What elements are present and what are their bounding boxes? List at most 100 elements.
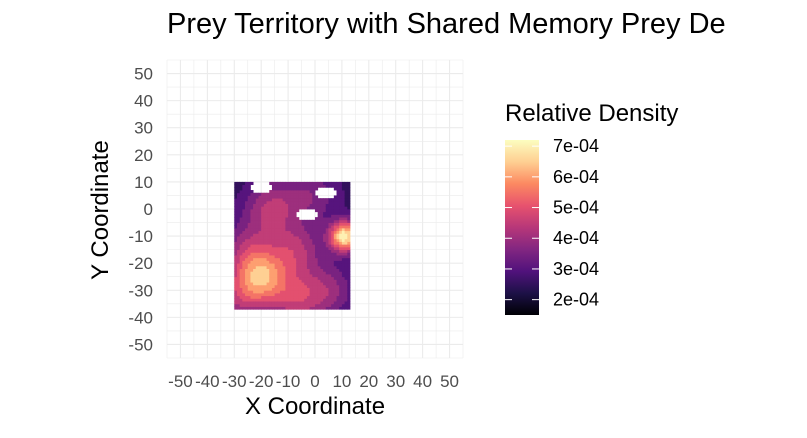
density-cell <box>242 257 246 261</box>
density-cell <box>344 181 348 186</box>
density-cell <box>245 184 249 188</box>
density-cell <box>331 200 335 204</box>
density-cell <box>304 233 308 237</box>
density-cell <box>301 276 305 280</box>
density-cell <box>331 249 335 253</box>
density-cell <box>245 268 249 272</box>
density-cell <box>285 184 289 188</box>
density-cell <box>285 284 289 288</box>
density-cell <box>304 290 308 294</box>
density-cell <box>325 206 329 210</box>
density-cell <box>282 230 286 234</box>
density-cell <box>304 263 308 267</box>
density-cell <box>247 181 251 186</box>
density-cell <box>341 190 345 194</box>
density-cell <box>344 303 348 307</box>
density-cell <box>312 206 316 210</box>
density-cell <box>315 276 319 280</box>
x-tick-label: 40 <box>413 372 432 391</box>
density-cell <box>280 298 284 302</box>
density-cell <box>344 233 348 237</box>
density-cell <box>347 211 351 215</box>
density-cell <box>344 287 348 291</box>
density-cell <box>258 227 262 232</box>
density-cell <box>341 301 345 305</box>
density-cell <box>347 241 351 245</box>
density-cell <box>282 290 286 294</box>
density-cell <box>312 290 316 294</box>
density-cell <box>277 260 281 264</box>
density-cell <box>344 209 348 213</box>
density-cell <box>301 292 305 297</box>
density-cell <box>234 190 238 194</box>
density-cell <box>325 274 329 278</box>
density-cell <box>331 298 335 302</box>
density-cell <box>341 211 345 215</box>
density-cell <box>306 190 311 194</box>
density-cell <box>317 184 321 188</box>
density-cell <box>285 257 289 261</box>
density-cell <box>236 257 241 261</box>
density-cell <box>266 203 270 207</box>
density-cell <box>336 200 340 204</box>
density-cell <box>247 233 251 237</box>
density-cell <box>344 257 348 261</box>
density-cell <box>269 271 273 275</box>
density-cell <box>333 249 337 253</box>
density-cell <box>234 282 238 286</box>
density-cell <box>271 279 276 283</box>
density-cell <box>261 192 265 196</box>
density-cell <box>274 246 278 251</box>
density-cell <box>304 225 308 229</box>
density-cell <box>304 227 308 232</box>
density-cell <box>298 238 302 242</box>
density-cell <box>344 217 348 221</box>
density-cell <box>296 233 300 237</box>
density-cell <box>347 227 351 232</box>
density-cell <box>304 238 308 242</box>
density-cell <box>247 292 251 297</box>
density-cell <box>344 282 348 286</box>
density-cell <box>242 214 246 218</box>
density-cell <box>290 198 294 202</box>
density-cell <box>306 227 311 232</box>
density-cell <box>331 260 335 264</box>
density-cell <box>320 211 324 215</box>
density-cell <box>306 198 311 202</box>
density-cell <box>258 192 262 196</box>
density-cell <box>336 225 340 229</box>
density-cell <box>320 260 324 264</box>
density-cell <box>339 203 343 207</box>
density-cell <box>317 301 321 305</box>
y-axis-label: Y Coordinate <box>87 140 114 280</box>
density-cell <box>274 274 278 278</box>
density-cell <box>247 265 251 269</box>
density-cell <box>277 217 281 221</box>
density-cell <box>247 198 251 202</box>
density-cell <box>290 190 294 194</box>
density-cell <box>274 187 278 191</box>
density-cell <box>269 214 273 218</box>
density-cell <box>253 209 257 213</box>
density-cell <box>261 241 265 245</box>
density-cell <box>298 274 302 278</box>
density-cell <box>315 225 319 229</box>
density-cell <box>309 276 313 280</box>
density-cell <box>306 244 311 248</box>
density-cell <box>266 217 270 221</box>
density-cell <box>296 295 300 299</box>
density-cell <box>339 230 343 234</box>
density-cell <box>312 306 316 310</box>
density-cell <box>274 219 278 223</box>
density-cell <box>247 276 251 280</box>
density-cell <box>315 287 319 291</box>
density-cell <box>301 192 305 196</box>
density-cell <box>253 249 257 253</box>
density-cell <box>239 181 243 186</box>
density-cell <box>317 241 321 245</box>
density-cell <box>341 282 345 286</box>
density-cell <box>277 292 281 297</box>
density-cell <box>328 217 332 221</box>
density-cell <box>290 244 294 248</box>
density-cell <box>250 274 254 278</box>
